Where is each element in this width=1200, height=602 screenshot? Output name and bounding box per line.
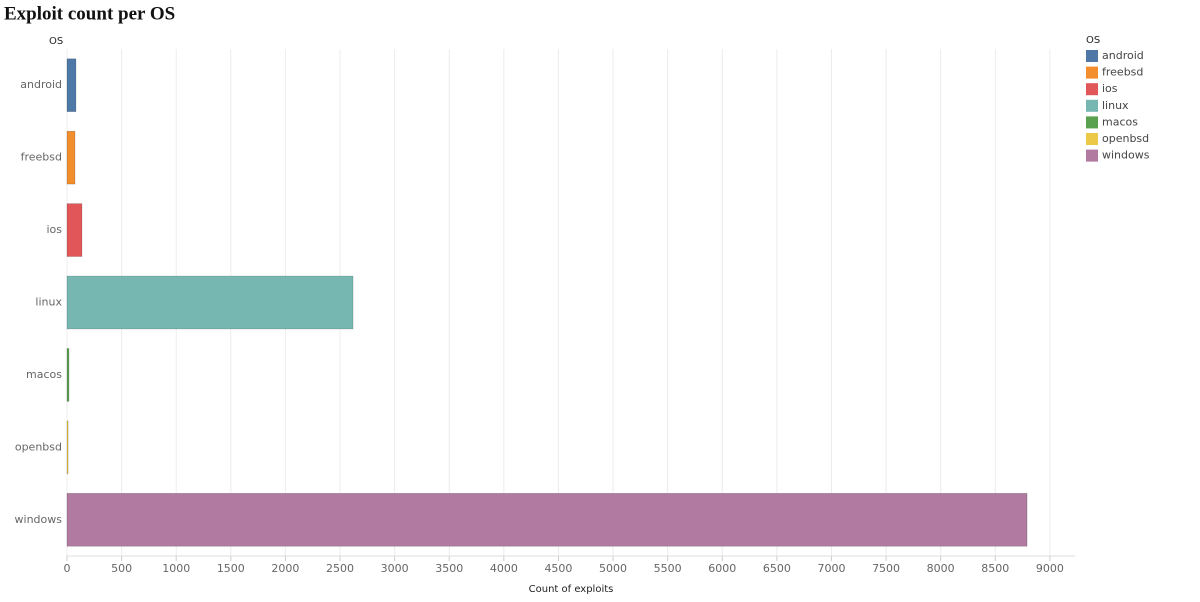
y-tick-label: android (20, 78, 62, 91)
x-tick-label: 2000 (271, 562, 299, 575)
legend-label: openbsd (1102, 132, 1149, 145)
x-tick-label: 8500 (981, 562, 1009, 575)
legend-swatch (1086, 50, 1098, 62)
x-tick-label: 1500 (217, 562, 245, 575)
y-tick-label: freebsd (21, 151, 62, 164)
y-tick-label: macos (26, 368, 62, 381)
x-tick-label: 4500 (544, 562, 572, 575)
x-tick-label: 8000 (927, 562, 955, 575)
legend-swatch (1086, 149, 1098, 162)
bar (66, 493, 1028, 547)
legend-title: OS (1086, 35, 1100, 46)
x-tick-label: 0 (64, 562, 71, 575)
bar (66, 348, 70, 402)
legend-label: linux (1102, 99, 1129, 112)
bar (66, 130, 76, 185)
x-tick-label: 3500 (435, 562, 463, 575)
legend-label: android (1102, 49, 1144, 62)
y-tick-label: windows (15, 513, 63, 526)
legend-swatch (1086, 83, 1098, 96)
legend-label: windows (1102, 149, 1150, 162)
x-tick-label: 6500 (763, 562, 791, 575)
legend-label: ios (1102, 82, 1118, 95)
legend-swatch (1086, 133, 1098, 145)
bar (66, 420, 69, 475)
legend-label: freebsd (1102, 66, 1143, 79)
y-axis-title: OS (49, 36, 63, 47)
x-tick-label: 9000 (1036, 562, 1064, 575)
y-tick-label: linux (35, 296, 62, 309)
x-tick-label: 7500 (872, 562, 900, 575)
x-tick-label: 500 (111, 562, 132, 575)
legend-swatch (1086, 116, 1098, 129)
x-tick-label: 3000 (381, 562, 409, 575)
legend-label: macos (1102, 115, 1138, 128)
bar (66, 58, 77, 112)
y-tick-label: openbsd (15, 440, 62, 453)
x-tick-label: 6000 (708, 562, 736, 575)
legend-swatch (1086, 99, 1098, 112)
x-tick-label: 4000 (490, 562, 518, 575)
bar (66, 275, 354, 330)
y-tick-label: ios (46, 223, 62, 236)
x-tick-label: 5000 (599, 562, 627, 575)
legend-swatch (1086, 66, 1098, 79)
x-tick-label: 7000 (817, 562, 845, 575)
bar (66, 203, 83, 257)
x-tick-label: 1000 (162, 562, 190, 575)
x-axis-title: Count of exploits (529, 584, 614, 595)
x-tick-label: 5500 (654, 562, 682, 575)
chart-title: Exploit count per OS (4, 3, 175, 24)
x-tick-label: 2500 (326, 562, 354, 575)
